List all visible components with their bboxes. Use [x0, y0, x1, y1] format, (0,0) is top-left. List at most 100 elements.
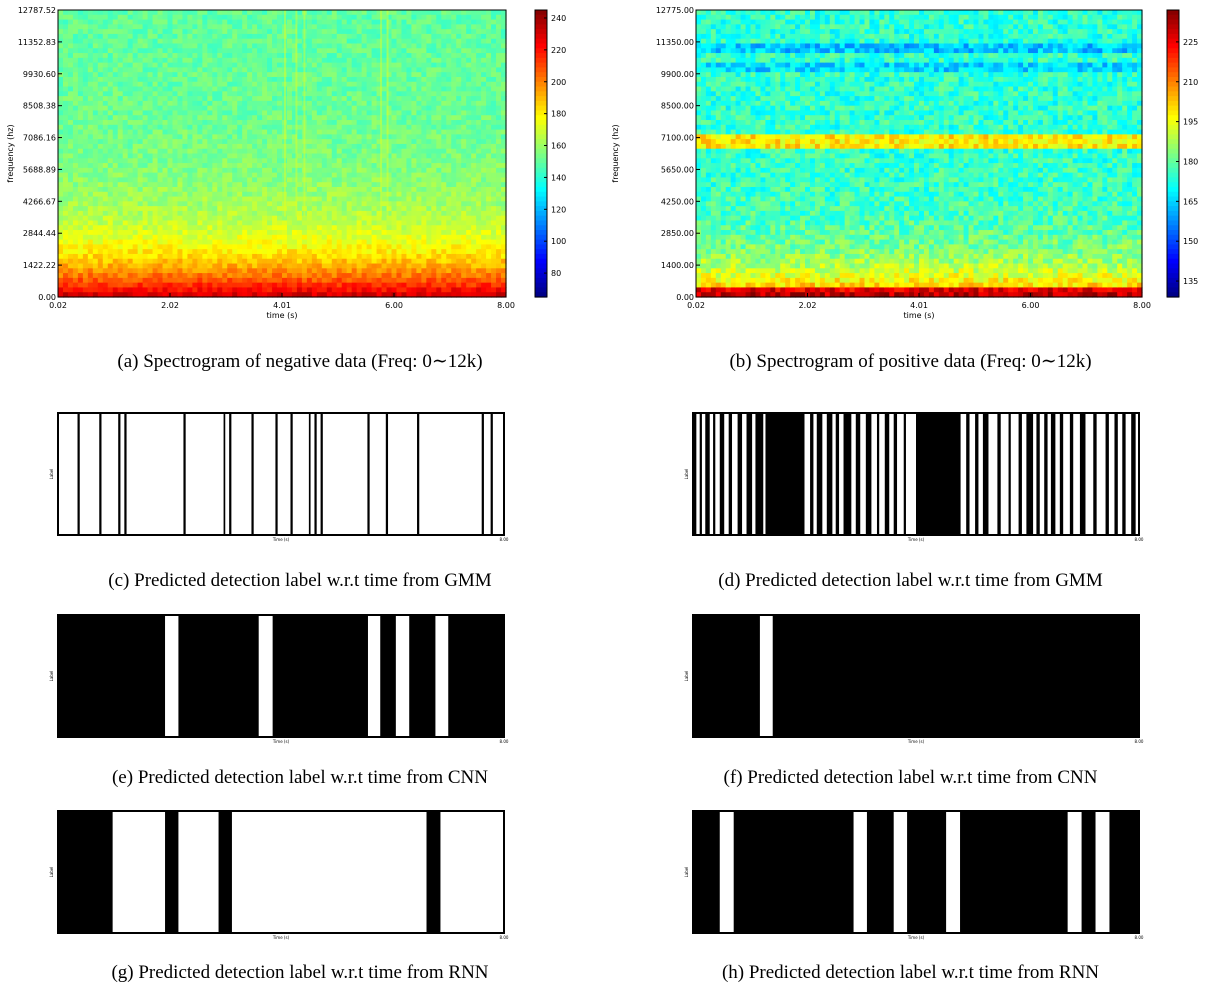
- colorbar-tick-label: 80: [551, 269, 561, 278]
- label-segment: [1079, 413, 1086, 535]
- label-segment: [1093, 413, 1097, 535]
- y-axis-label: Label: [684, 671, 689, 682]
- label-segment: [1044, 413, 1048, 535]
- label-segment: [290, 413, 293, 535]
- strip-frame: [692, 412, 1140, 536]
- colorbar-tick-label: 180: [551, 110, 566, 119]
- y-tick-label: 2850.00: [661, 229, 694, 238]
- colorbar-frame: [534, 9, 548, 298]
- caption-b: (b) Spectrogram of positive data (Freq: …: [729, 351, 1092, 372]
- cnn-positive-panel: Time (s) 8.00 Label: [675, 607, 1155, 752]
- label-segment: [997, 413, 1001, 535]
- rnn-positive-panel: Time (s) 8.00 Label: [675, 803, 1155, 948]
- x-end-tick-label: 8.00: [1135, 935, 1144, 940]
- y-tick-label: 9930.60: [23, 70, 56, 79]
- cnn-negative-chart: Time (s) 8.00 Label: [49, 614, 509, 744]
- x-end-tick-label: 8.00: [500, 739, 509, 744]
- cnn-negative-panel: Time (s) 8.00 Label: [40, 607, 520, 752]
- label-segment: [1114, 413, 1118, 535]
- label-segment: [58, 615, 166, 737]
- label-segment: [124, 413, 127, 535]
- caption-c: (c) Predicted detection label w.r.t time…: [108, 570, 492, 591]
- caption-f: (f) Predicted detection label w.r.t time…: [723, 767, 1098, 788]
- label-segment: [966, 413, 970, 535]
- label-segment: [251, 413, 254, 535]
- colorbar-tick-label: 160: [551, 142, 566, 151]
- y-tick-label: 7086.16: [23, 134, 56, 143]
- rnn-positive-chart: Time (s) 8.00 Label: [684, 810, 1144, 940]
- caption-a: (a) Spectrogram of negative data (Freq: …: [117, 351, 483, 372]
- gmm-positive-panel: Time (s) 8.00 Label: [675, 405, 1155, 550]
- y-tick-label: 4266.67: [23, 197, 56, 206]
- colorbar: [1167, 10, 1179, 298]
- label-segment: [982, 413, 989, 535]
- label-segment: [426, 811, 441, 933]
- label-segment: [1059, 413, 1064, 535]
- label-segment: [728, 413, 733, 535]
- label-segment: [1081, 811, 1096, 933]
- label-segment: [417, 413, 420, 535]
- label-segment: [1069, 413, 1074, 535]
- label-segment: [229, 413, 232, 535]
- y-tick-label: 8508.38: [23, 102, 56, 111]
- label-segment: [223, 413, 226, 535]
- x-tick-label: 4.01: [273, 301, 291, 310]
- label-segment: [1036, 413, 1040, 535]
- label-segment: [272, 615, 368, 737]
- colorbar-tick-label: 210: [1183, 78, 1198, 87]
- y-tick-label: 11350.00: [656, 38, 694, 47]
- y-axis-label: frequency (hz): [6, 124, 15, 182]
- spectrogram-image: [696, 10, 1143, 298]
- x-end-tick-label: 8.00: [1135, 739, 1144, 744]
- caption-g: (g) Predicted detection label w.r.t time…: [111, 962, 489, 983]
- caption-e: (e) Predicted detection label w.r.t time…: [111, 767, 488, 788]
- spectrogram-positive-panel: 0.02 2.02 4.01 6.00 8.00 time (s) 0.00 1400.00 2…: [605, 0, 1211, 330]
- colorbar-tick-label: 140: [551, 173, 566, 182]
- label-segment: [693, 615, 760, 737]
- label-segment: [835, 413, 840, 535]
- x-tick-label: 6.00: [1022, 301, 1040, 310]
- label-segment: [165, 811, 179, 933]
- label-segment: [960, 811, 1068, 933]
- label-segment: [218, 811, 232, 933]
- y-tick-label: 2844.44: [23, 229, 56, 238]
- x-tick-label: 0.02: [687, 301, 705, 310]
- y-tick-label: 11352.83: [18, 38, 56, 47]
- label-segment: [448, 615, 504, 737]
- colorbar-tick-label: 240: [551, 14, 566, 23]
- x-tick-label: 8.00: [1133, 301, 1151, 310]
- label-segment: [693, 811, 720, 933]
- gmm-negative-chart: Time (s) 8.00 Label: [49, 412, 509, 542]
- x-axis-label: time (s): [266, 311, 297, 320]
- label-segment: [719, 413, 725, 535]
- label-segment: [1109, 811, 1139, 933]
- label-segment: [178, 615, 259, 737]
- y-tick-label: 12787.52: [18, 6, 56, 15]
- label-segment: [816, 413, 823, 535]
- x-tick-label: 4.01: [910, 301, 928, 310]
- colorbar: [535, 10, 547, 298]
- label-segment: [843, 413, 852, 535]
- label-segment: [409, 615, 436, 737]
- label-segment: [58, 811, 113, 933]
- label-segment: [903, 413, 906, 535]
- y-axis-label: Label: [684, 469, 689, 480]
- label-segment: [746, 413, 753, 535]
- label-segment: [865, 413, 872, 535]
- caption-d: (d) Predicted detection label w.r.t time…: [718, 570, 1103, 591]
- x-axis-label: Time (s): [907, 935, 925, 940]
- spectrogram-positive-chart: 0.02 2.02 4.01 6.00 8.00 time (s) 0.00 1400.00 2…: [611, 6, 1198, 320]
- y-axis-label: Label: [49, 671, 54, 682]
- colorbar-tick-label: 120: [551, 205, 566, 214]
- colorbar-tick-label: 220: [551, 46, 566, 55]
- colorbar-tick-label: 165: [1183, 197, 1198, 206]
- y-tick-label: 1422.22: [23, 261, 56, 270]
- y-tick-label: 0.00: [38, 293, 56, 302]
- rnn-negative-chart: Time (s) 8.00 Label: [49, 810, 509, 940]
- gmm-positive-chart: Time (s) 8.00 Label: [684, 412, 1144, 542]
- y-tick-label: 5650.00: [661, 165, 694, 174]
- label-segment: [367, 413, 370, 535]
- y-axis-label: frequency (hz): [611, 124, 620, 182]
- label-segment: [855, 413, 861, 535]
- y-tick-label: 1400.00: [661, 261, 694, 270]
